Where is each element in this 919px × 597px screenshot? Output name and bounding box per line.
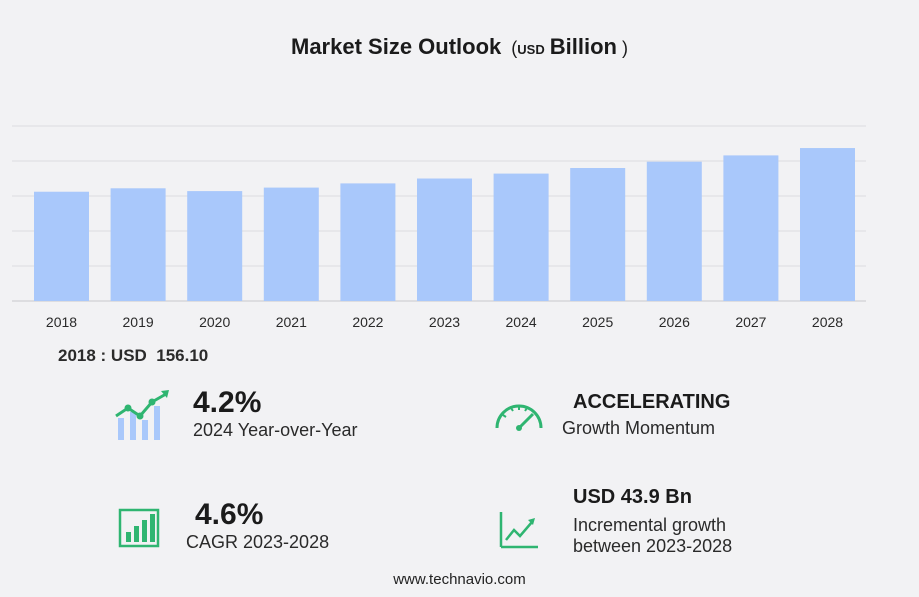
- bar-2021: [263, 187, 319, 301]
- stat-incremental-label-line1: Incremental growth: [573, 515, 727, 535]
- stat-cagr-label: CAGR 2023-2028: [186, 532, 330, 552]
- stat-yoy-value: 4.2%: [193, 386, 262, 419]
- x-tick-label: 2027: [735, 314, 766, 330]
- bar-2026: [646, 161, 702, 301]
- x-tick-label: 2026: [659, 314, 690, 330]
- bar-chart: 2018 2019 2020 2021 2022 2023 2024 2025 2026 2027…: [12, 125, 866, 330]
- x-tick-label: 2023: [429, 314, 460, 330]
- x-tick-label: 2025: [582, 314, 613, 330]
- bar-2020: [187, 191, 243, 301]
- bar-2019: [110, 188, 166, 301]
- bar-2027: [723, 155, 779, 301]
- footer-url: www.technavio.com: [393, 571, 526, 588]
- highlight-value: 2018 : USD 156.10: [58, 346, 209, 365]
- x-tick-label: 2021: [276, 314, 307, 330]
- stat-momentum-label: Growth Momentum: [562, 418, 716, 438]
- title-unit-billion: Billion: [549, 34, 617, 59]
- x-tick-label: 2024: [506, 314, 537, 330]
- stat-cagr-value: 4.6%: [195, 498, 264, 531]
- bar-2024: [493, 173, 549, 301]
- bar-2023: [417, 178, 472, 301]
- speedometer-icon: [495, 404, 543, 431]
- stat-yoy-label: 2024 Year-over-Year: [193, 420, 358, 440]
- stat-cagr: 4.6% CAGR 2023-2028: [186, 498, 329, 553]
- x-tick-label: 2022: [352, 314, 383, 330]
- stat-momentum: ACCELERATING Growth Momentum: [562, 391, 731, 439]
- title-open-paren: (: [511, 38, 518, 58]
- stat-momentum-value: ACCELERATING: [573, 391, 731, 413]
- x-tick-label: 2020: [199, 314, 230, 330]
- bar-2022: [340, 183, 396, 301]
- x-tick-label: 2019: [123, 314, 154, 330]
- bar-chart-icon: [118, 508, 160, 548]
- stat-incremental-label-line2: between 2023-2028: [573, 536, 733, 556]
- title-close-paren: ): [621, 38, 628, 58]
- title-main: Market Size Outlook: [291, 34, 502, 59]
- growth-trend-icon: [115, 390, 169, 440]
- title-unit-usd: USD: [517, 42, 545, 57]
- bar-2025: [570, 168, 626, 301]
- stat-incremental-value: USD 43.9 Bn: [573, 486, 692, 508]
- chart-title: Market Size Outlook (USD Billion ): [0, 34, 919, 60]
- title-unit: (USD Billion ): [511, 34, 628, 59]
- stat-incremental: USD 43.9 Bn Incremental growth between 2…: [573, 486, 732, 557]
- stat-yoy: 4.2% 2024 Year-over-Year: [193, 386, 357, 441]
- bar-2018: [34, 191, 89, 301]
- x-tick-label: 2028: [812, 314, 843, 330]
- line-growth-icon: [499, 512, 538, 549]
- bar-2028: [800, 148, 855, 301]
- x-tick-label: 2018: [46, 314, 77, 330]
